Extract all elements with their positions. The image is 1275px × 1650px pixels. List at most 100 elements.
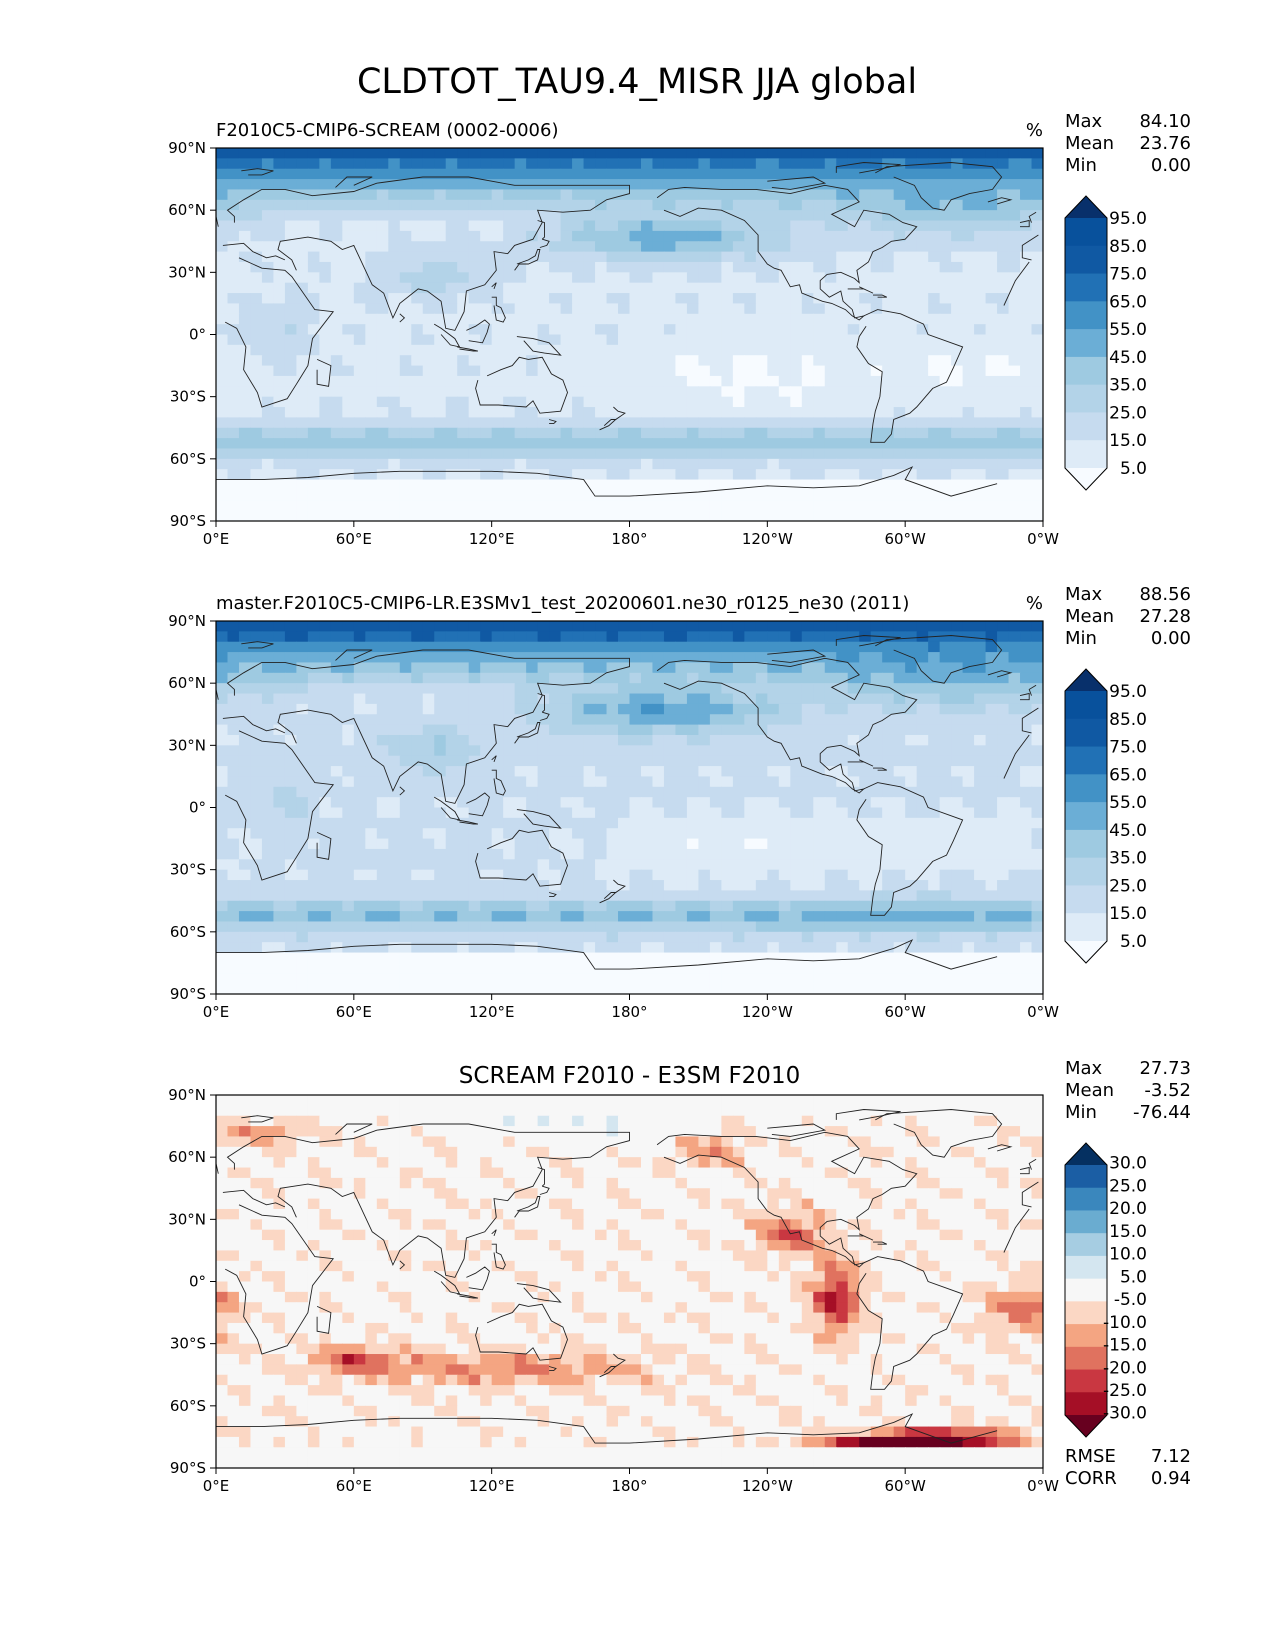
field-cell <box>778 375 791 387</box>
field-cell <box>778 396 791 408</box>
field-cell <box>434 828 447 840</box>
field-cell <box>755 921 768 933</box>
field-cell <box>572 911 585 923</box>
field-cell <box>399 210 412 222</box>
field-cell <box>514 510 527 521</box>
field-cell <box>916 662 929 674</box>
field-cell <box>951 220 964 232</box>
field-cell <box>640 817 654 829</box>
field-cell <box>997 672 1010 684</box>
field-cell <box>859 282 872 294</box>
field-cell <box>365 911 378 923</box>
field-cell <box>974 880 987 891</box>
field-cell <box>514 158 527 170</box>
field-cell <box>319 417 332 429</box>
field-cell <box>767 859 780 871</box>
field-cell <box>1031 631 1043 643</box>
field-cell <box>916 179 929 191</box>
field-cell <box>319 641 332 653</box>
field-cell <box>319 293 332 305</box>
field-cell <box>238 838 252 850</box>
field-cell <box>411 261 424 273</box>
field-cell <box>778 251 791 263</box>
field-cell <box>847 386 860 398</box>
field-cell <box>480 386 493 398</box>
field-cell <box>836 355 849 367</box>
field-cell <box>445 869 458 881</box>
field-cell <box>721 786 734 798</box>
field-cell <box>618 641 631 653</box>
field-cell <box>847 807 860 819</box>
field-cell <box>434 427 447 439</box>
field-cell <box>755 220 768 232</box>
field-cell <box>307 766 320 778</box>
field-cell <box>974 251 987 263</box>
field-cell <box>560 158 573 170</box>
field-cell <box>928 365 941 377</box>
field-cell <box>686 417 700 429</box>
field-cell <box>916 365 929 377</box>
field-cell <box>675 931 688 943</box>
field-cell <box>480 745 493 757</box>
field-cell <box>618 448 631 460</box>
field-cell <box>365 427 378 439</box>
field-cell <box>847 375 860 387</box>
field-cell <box>721 807 734 819</box>
field-cell <box>365 931 378 943</box>
field-cell <box>296 631 309 643</box>
field-cell <box>686 458 700 470</box>
field-cell <box>709 407 722 418</box>
field-cell <box>698 672 711 684</box>
field-cell <box>916 817 929 829</box>
field-cell <box>227 911 240 923</box>
field-cell <box>376 838 389 850</box>
field-cell <box>388 199 401 211</box>
field-cell <box>583 828 596 840</box>
field-cell <box>422 734 435 746</box>
field-cell <box>732 469 745 481</box>
field-cell <box>709 828 722 840</box>
field-cell <box>491 662 504 674</box>
field-cell <box>916 890 929 902</box>
field-cell <box>342 510 355 521</box>
field-cell <box>640 672 654 684</box>
field-cell <box>342 158 355 170</box>
field-cell <box>859 766 872 778</box>
field-cell <box>514 448 527 460</box>
field-cell <box>1008 817 1021 829</box>
field-cell <box>824 693 837 705</box>
field-cell <box>916 375 929 387</box>
field-cell <box>250 807 263 819</box>
field-cell <box>411 375 424 387</box>
field-cell <box>503 500 516 512</box>
field-cell <box>870 900 883 912</box>
field-cell <box>480 734 493 746</box>
field-cell <box>629 848 642 860</box>
field-cell <box>629 838 642 850</box>
field-cell <box>847 417 860 429</box>
field-cell <box>250 189 263 201</box>
field-cell <box>514 703 527 715</box>
field-cell <box>801 641 814 653</box>
field-cell <box>744 807 757 819</box>
field-cell <box>238 179 252 191</box>
field-cell <box>744 683 757 695</box>
field-cell <box>250 828 263 840</box>
field-cell <box>365 838 378 850</box>
field-cell <box>296 179 309 191</box>
field-cell <box>572 724 585 736</box>
field-cell <box>457 189 470 201</box>
field-cell <box>491 880 504 891</box>
field-cell <box>698 282 711 294</box>
field-cell <box>491 911 504 923</box>
field-cell <box>801 272 814 284</box>
field-cell <box>824 900 837 912</box>
field-cell <box>250 355 263 367</box>
field-cell <box>572 734 585 746</box>
field-cell <box>319 386 332 398</box>
field-cell <box>974 261 987 273</box>
field-cell <box>629 890 642 902</box>
field-cell <box>572 786 585 798</box>
field-cell <box>686 489 700 501</box>
field-cell <box>893 745 906 757</box>
